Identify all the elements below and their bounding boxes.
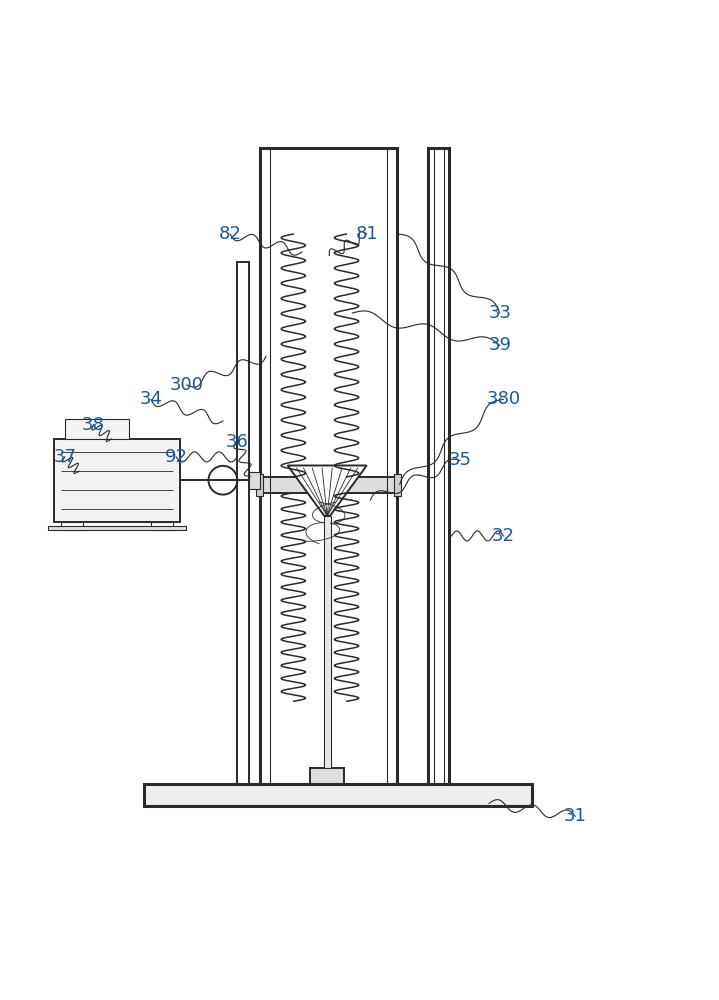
Bar xyxy=(144,784,532,806)
Text: 38: 38 xyxy=(82,416,105,434)
Text: 300: 300 xyxy=(170,376,204,394)
Text: 380: 380 xyxy=(486,390,521,408)
Text: 32: 32 xyxy=(492,527,515,545)
Text: 92: 92 xyxy=(165,448,188,466)
Bar xyxy=(54,439,180,522)
Polygon shape xyxy=(288,465,367,516)
Text: 35: 35 xyxy=(449,451,472,469)
Bar xyxy=(249,472,260,489)
Bar xyxy=(262,477,395,493)
Text: 37: 37 xyxy=(53,448,76,466)
Text: 31: 31 xyxy=(564,807,587,825)
Bar xyxy=(260,148,397,784)
Text: 39: 39 xyxy=(488,336,511,354)
Bar xyxy=(65,419,129,439)
Text: 82: 82 xyxy=(219,225,242,243)
Bar xyxy=(428,148,449,784)
Bar xyxy=(394,474,401,496)
Bar xyxy=(310,768,344,784)
Bar xyxy=(237,262,249,784)
Text: 34: 34 xyxy=(139,390,162,408)
Bar xyxy=(256,474,263,496)
Bar xyxy=(48,526,186,530)
Bar xyxy=(61,522,83,530)
Bar xyxy=(151,522,173,530)
Text: 81: 81 xyxy=(355,225,378,243)
Text: 36: 36 xyxy=(226,433,249,451)
Text: 33: 33 xyxy=(488,304,511,322)
Bar xyxy=(324,516,331,768)
